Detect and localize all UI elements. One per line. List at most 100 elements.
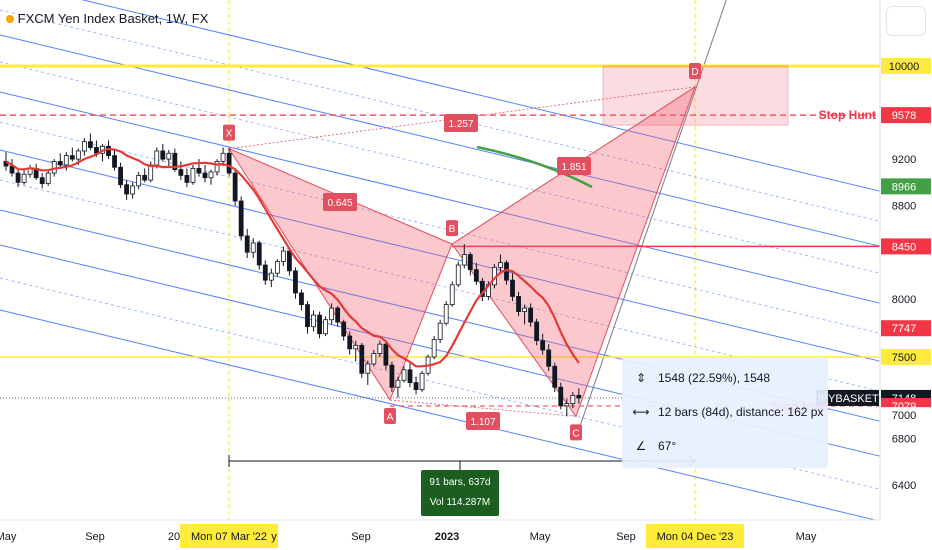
candle <box>467 252 473 276</box>
measure-price: 1548 (22.59%), 1548 <box>658 371 771 385</box>
candle-up <box>437 322 443 340</box>
channel-line <box>0 179 881 392</box>
candle <box>81 138 87 156</box>
ma-line <box>5 147 580 368</box>
candle-up <box>280 250 286 262</box>
channel-line <box>0 309 881 522</box>
pattern-point-label: X <box>226 129 233 140</box>
candle-up <box>208 171 214 179</box>
candle <box>341 319 347 341</box>
candle <box>166 149 172 167</box>
candle <box>329 303 335 325</box>
candle <box>33 163 39 181</box>
candle <box>461 244 467 269</box>
time-highlight-bg <box>645 524 745 548</box>
candle <box>39 173 45 189</box>
candle-down <box>293 270 298 294</box>
candle <box>479 277 485 302</box>
price-label-8966: 8966 <box>892 181 916 193</box>
candle <box>473 262 479 285</box>
candle <box>449 281 455 307</box>
pattern-point-d[interactable]: D <box>689 62 701 79</box>
candle <box>419 370 425 392</box>
candle <box>546 344 552 371</box>
candle-down <box>88 141 93 148</box>
candle-down <box>262 264 268 281</box>
time-tick: Mon 04 Dec '23 <box>657 531 734 543</box>
candle <box>88 133 93 150</box>
candle-down <box>558 386 564 407</box>
candle-up <box>329 307 335 321</box>
candle-up <box>443 304 449 324</box>
candle <box>528 303 534 327</box>
candle-down <box>160 150 166 160</box>
panel-toggle-button[interactable] <box>886 6 926 36</box>
candle-up <box>455 264 461 286</box>
candle-up <box>353 344 359 350</box>
candle <box>69 147 75 162</box>
time-tick: Mon 07 Mar '22 <box>191 531 267 543</box>
candle <box>558 382 564 410</box>
price-label-bg-7747 <box>881 320 931 337</box>
price-label-bg-7000 <box>881 407 931 424</box>
time-tick: 20 <box>168 531 180 543</box>
price-label-7500: 7500 <box>892 352 916 364</box>
candle-down <box>347 335 353 350</box>
pattern-point-label: B <box>449 224 456 235</box>
channel-line <box>0 34 881 247</box>
candle-up <box>401 369 407 381</box>
channel-line <box>0 149 881 362</box>
time-tick: Sep <box>616 531 636 543</box>
candle <box>389 361 395 392</box>
candle-down <box>244 235 250 253</box>
candle-down <box>184 175 190 183</box>
candle-down <box>540 340 546 351</box>
candle-down <box>473 269 479 282</box>
symbol-label: JPYBASKET <box>815 393 879 405</box>
candle-down <box>118 166 123 186</box>
candle-up <box>498 262 503 268</box>
candle <box>431 336 437 360</box>
candle <box>516 291 521 317</box>
ratio-badge <box>323 193 357 211</box>
annotation-overlay[interactable]: 0.645 1.257 1.851 1.107 <box>228 114 696 470</box>
candle-down <box>383 343 389 366</box>
pattern-point-c[interactable]: C <box>570 424 582 441</box>
price-tick-8800: 8800 <box>892 201 916 213</box>
channel-line <box>0 121 881 334</box>
price-tick-9200: 9200 <box>892 154 916 166</box>
candle <box>401 366 407 383</box>
candle <box>407 361 413 388</box>
candle-up <box>220 152 226 162</box>
candle-down <box>299 292 304 305</box>
candle-up <box>45 172 51 184</box>
candle-down <box>172 152 178 170</box>
ratio-label: 1.107 <box>470 417 495 428</box>
ratio-label: 1.257 <box>448 119 473 130</box>
candle-up <box>166 152 172 160</box>
candle-down <box>576 394 582 399</box>
pattern-point-a[interactable]: A <box>384 408 396 425</box>
pattern-point-x[interactable]: X <box>223 124 235 141</box>
candle <box>293 267 298 299</box>
candle-down <box>69 155 75 160</box>
candle <box>570 391 576 409</box>
candle <box>190 164 196 185</box>
time-tick: May <box>796 531 817 543</box>
stop-hunt-label: Stop Hunt <box>819 108 876 122</box>
candle <box>377 340 383 357</box>
pattern-triangle-xab[interactable] <box>227 147 453 402</box>
ratio-badge <box>466 412 500 430</box>
candle <box>317 311 322 339</box>
candle <box>552 362 558 392</box>
trend-line <box>577 0 727 433</box>
candle <box>359 343 365 378</box>
candle-down <box>413 382 419 390</box>
pattern-point-b[interactable]: B <box>446 220 458 237</box>
candle <box>136 171 142 190</box>
ma-green-segment <box>476 145 593 189</box>
moving-average <box>5 145 593 368</box>
candle-down <box>467 254 473 271</box>
